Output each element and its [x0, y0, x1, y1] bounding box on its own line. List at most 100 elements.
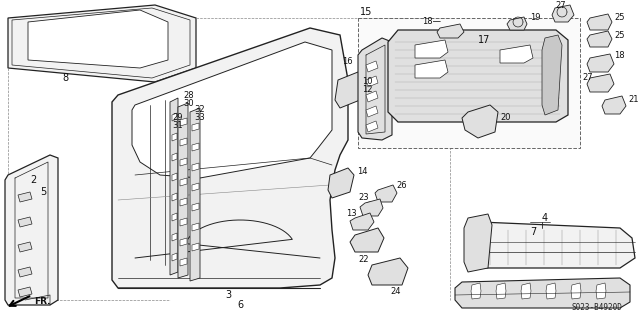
Polygon shape — [18, 287, 32, 297]
Text: 25: 25 — [614, 32, 625, 41]
Text: 31: 31 — [172, 122, 182, 130]
Polygon shape — [180, 158, 187, 166]
Polygon shape — [415, 60, 448, 78]
Polygon shape — [366, 106, 378, 117]
Text: 33: 33 — [194, 114, 205, 122]
Polygon shape — [366, 61, 378, 72]
Polygon shape — [542, 35, 562, 115]
Polygon shape — [521, 283, 531, 299]
Polygon shape — [350, 213, 374, 230]
Text: 20: 20 — [500, 114, 511, 122]
Polygon shape — [366, 91, 378, 102]
Text: 2: 2 — [30, 175, 36, 185]
Polygon shape — [192, 143, 199, 151]
Text: 13: 13 — [346, 209, 356, 218]
Text: 8: 8 — [62, 73, 68, 83]
Text: 27: 27 — [555, 1, 566, 10]
Polygon shape — [437, 24, 464, 38]
Polygon shape — [375, 185, 397, 202]
Text: 16: 16 — [342, 57, 353, 66]
Text: 28: 28 — [183, 91, 194, 100]
Text: FR.: FR. — [34, 298, 51, 307]
Polygon shape — [366, 76, 378, 87]
Text: 32: 32 — [194, 106, 205, 115]
Polygon shape — [28, 10, 168, 68]
Polygon shape — [571, 283, 581, 299]
Polygon shape — [172, 233, 177, 241]
Polygon shape — [358, 38, 392, 140]
Text: 10: 10 — [362, 78, 372, 86]
Polygon shape — [500, 45, 533, 63]
Polygon shape — [170, 98, 178, 275]
Polygon shape — [368, 258, 408, 285]
Text: 12: 12 — [362, 85, 372, 94]
Polygon shape — [190, 108, 200, 281]
Text: 24: 24 — [390, 287, 401, 296]
Text: 3: 3 — [225, 290, 231, 300]
Polygon shape — [178, 103, 188, 278]
Polygon shape — [415, 40, 448, 58]
Polygon shape — [172, 113, 177, 121]
Polygon shape — [328, 168, 354, 198]
Polygon shape — [180, 118, 187, 126]
Polygon shape — [18, 242, 32, 252]
Polygon shape — [172, 153, 177, 161]
Text: 6: 6 — [237, 300, 243, 310]
Text: 17: 17 — [478, 35, 490, 45]
Polygon shape — [192, 203, 199, 211]
Text: 19: 19 — [530, 13, 541, 23]
Polygon shape — [112, 28, 348, 288]
Polygon shape — [552, 5, 574, 22]
Polygon shape — [587, 31, 612, 47]
Polygon shape — [172, 173, 177, 181]
Polygon shape — [132, 42, 332, 178]
Polygon shape — [18, 192, 32, 202]
Polygon shape — [464, 214, 492, 272]
Polygon shape — [468, 222, 635, 268]
Polygon shape — [8, 5, 196, 82]
Text: 26: 26 — [396, 182, 406, 190]
Polygon shape — [602, 96, 626, 114]
Text: 18: 18 — [614, 50, 625, 60]
Text: 21: 21 — [628, 95, 639, 105]
Polygon shape — [192, 223, 199, 231]
Polygon shape — [358, 18, 580, 148]
Polygon shape — [5, 155, 58, 305]
Text: 23: 23 — [358, 194, 369, 203]
Polygon shape — [172, 213, 177, 221]
Text: 7: 7 — [530, 227, 536, 237]
Text: 29: 29 — [172, 114, 182, 122]
Text: 14: 14 — [357, 167, 367, 176]
Polygon shape — [471, 283, 481, 299]
Polygon shape — [192, 163, 199, 171]
Text: S023-B4920D: S023-B4920D — [572, 303, 623, 312]
Polygon shape — [335, 72, 365, 108]
Text: 30: 30 — [183, 99, 194, 108]
Polygon shape — [192, 123, 199, 131]
Polygon shape — [388, 30, 568, 122]
Text: 4: 4 — [542, 213, 548, 223]
Polygon shape — [546, 283, 556, 299]
Polygon shape — [192, 183, 199, 191]
Text: 15: 15 — [360, 7, 372, 17]
Polygon shape — [587, 14, 612, 30]
Text: 25: 25 — [614, 13, 625, 23]
Polygon shape — [360, 199, 383, 216]
Polygon shape — [462, 105, 498, 138]
Polygon shape — [180, 218, 187, 226]
Polygon shape — [455, 278, 630, 308]
Polygon shape — [180, 138, 187, 146]
Polygon shape — [180, 178, 187, 186]
Polygon shape — [172, 133, 177, 141]
Text: 18—: 18— — [422, 18, 441, 26]
Polygon shape — [587, 74, 614, 92]
Polygon shape — [507, 17, 527, 30]
Polygon shape — [596, 283, 606, 299]
Polygon shape — [350, 228, 384, 252]
Polygon shape — [587, 54, 614, 72]
Polygon shape — [366, 121, 378, 132]
Polygon shape — [496, 283, 506, 299]
Text: 5: 5 — [40, 187, 46, 197]
Polygon shape — [192, 243, 199, 251]
Polygon shape — [180, 258, 187, 266]
